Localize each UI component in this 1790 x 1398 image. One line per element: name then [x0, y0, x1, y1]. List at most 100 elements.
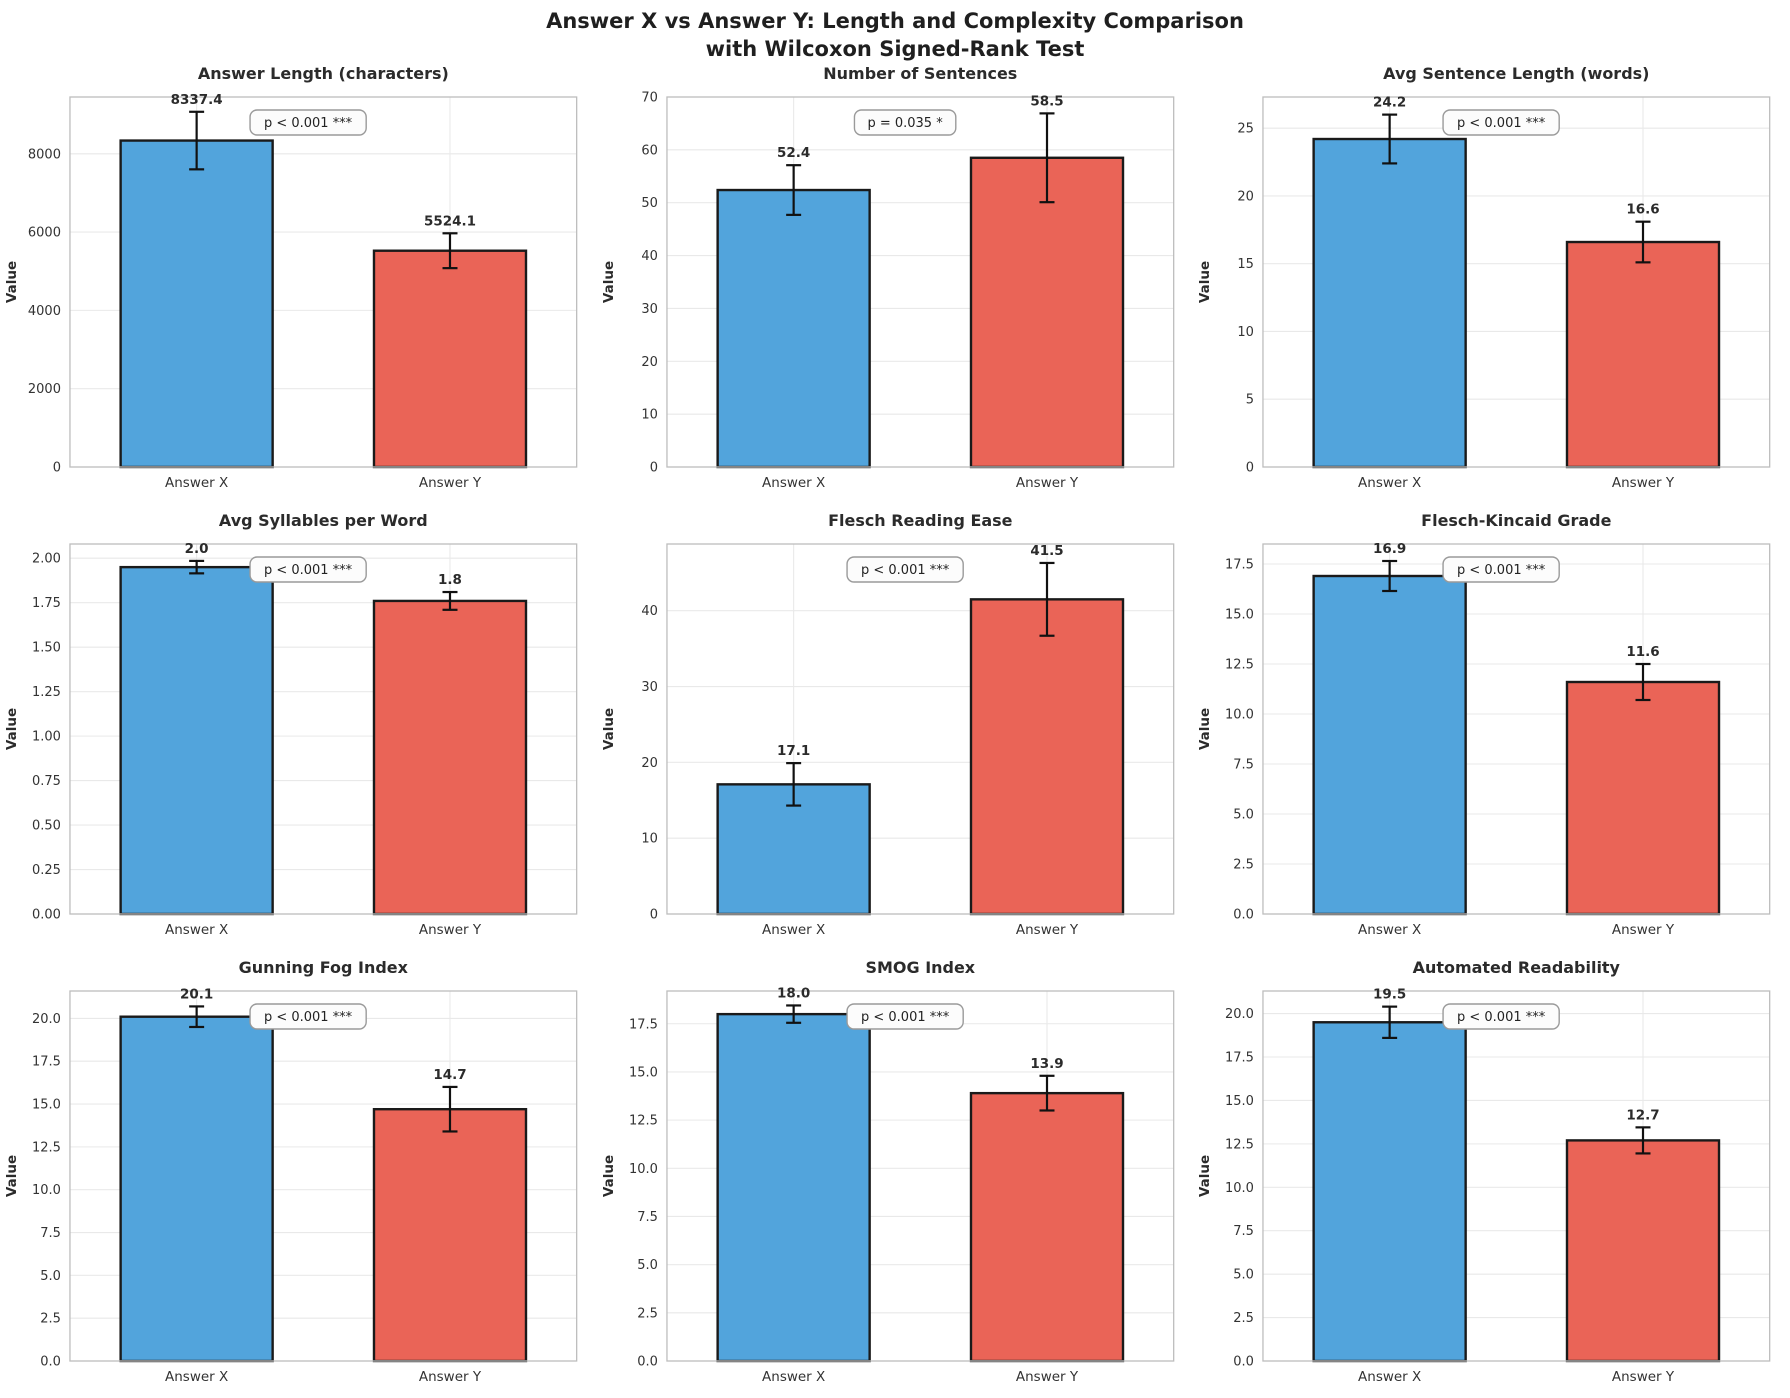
y-tick-label: 15.0: [32, 1098, 61, 1113]
y-tick-label: 20: [641, 756, 658, 771]
y-tick-label: 20: [1238, 189, 1255, 204]
y-tick-label: 0: [649, 460, 657, 475]
subplot-title: Answer Length (characters): [198, 64, 449, 83]
bar-answer-y: [1566, 680, 1721, 916]
axes-frame: [1262, 96, 1771, 468]
bar-value-label: 14.7: [433, 1067, 466, 1083]
p-value-label: p < 0.001 ***: [264, 1010, 353, 1025]
p-value-label: p < 0.001 ***: [861, 563, 950, 578]
y-tick-label: 40: [641, 249, 658, 264]
y-tick-label: 0: [53, 460, 61, 475]
subplot-title: Avg Syllables per Word: [219, 511, 428, 530]
y-tick-label: 17.5: [1225, 1051, 1254, 1066]
y-tick-label: 4000: [28, 304, 61, 319]
figure-title-line2: with Wilcoxon Signed-Rank Test: [705, 36, 1085, 61]
p-value-box: [249, 556, 367, 583]
y-axis-label: Value: [4, 708, 20, 750]
y-tick-label: 30: [641, 680, 658, 695]
chart-canvas: 2.0 1.8 0.00 0.25 0.50 0.75 1.00 1.25 1.50 1.75 2.…: [4, 511, 578, 938]
y-tick-label: 0.0: [1234, 907, 1255, 922]
y-tick-label: 2.5: [637, 1306, 658, 1321]
x-tick-label: Answer X: [762, 922, 825, 938]
bar-value-label: 13.9: [1030, 1056, 1063, 1072]
y-tick-label: 15: [1238, 257, 1255, 272]
y-tick-label: 2.5: [40, 1312, 61, 1327]
chart-canvas: 19.5 12.7 0.0 2.5 5.0 7.5 10.0 12.5 15.0 17.5 20.0…: [1197, 958, 1771, 1385]
y-tick-label: 7.5: [1234, 1224, 1255, 1239]
y-tick-label: 1.25: [32, 685, 61, 700]
x-tick-label: Answer X: [1358, 1369, 1421, 1385]
bar-value-label: 2.0: [185, 541, 209, 557]
p-value-label: p < 0.001 ***: [861, 1010, 950, 1025]
subplot-8: 18.0 13.9 0.0 2.5 5.0 7.5 10.0 12.5 15.0 17.5 Answ…: [597, 951, 1194, 1398]
subplot-6: 16.9 11.6 0.0 2.5 5.0 7.5 10.0 12.5 15.0 17.5 Answ…: [1193, 504, 1790, 951]
p-value-box: [249, 109, 367, 136]
y-tick-label: 0.50: [32, 819, 61, 834]
axes-frame: [69, 96, 578, 468]
subplot-4: 2.0 1.8 0.00 0.25 0.50 0.75 1.00 1.25 1.50 1.75 2.…: [0, 504, 597, 951]
bar-answer-y: [969, 156, 1124, 469]
y-tick-label: 50: [641, 196, 658, 211]
bar-value-label: 11.6: [1627, 644, 1660, 660]
y-tick-label: 0.0: [40, 1354, 61, 1369]
bar-value-label: 5524.1: [424, 213, 476, 229]
y-axis-label: Value: [601, 708, 617, 750]
bar-answer-y: [372, 599, 528, 916]
bar-value-label: 58.5: [1030, 93, 1063, 109]
bar-answer-x: [1312, 574, 1468, 916]
bar-value-label: 52.4: [777, 145, 810, 161]
y-tick-label: 7.5: [637, 1210, 658, 1225]
y-tick-label: 30: [641, 302, 658, 317]
chart-canvas: 52.4 58.5 0 10 20 30 40 50 60 70 Answer X Answer Y V…: [601, 64, 1174, 491]
y-tick-label: 15.0: [1225, 1094, 1254, 1109]
chart-canvas: 18.0 13.9 0.0 2.5 5.0 7.5 10.0 12.5 15.0 17.5 Answ…: [601, 958, 1174, 1385]
y-tick-label: 10: [641, 408, 658, 423]
x-tick-label: Answer X: [165, 922, 228, 938]
y-tick-label: 15.0: [629, 1065, 658, 1080]
bar-answer-y: [969, 598, 1124, 916]
y-tick-label: 8000: [28, 147, 61, 162]
x-tick-label: Answer Y: [1016, 922, 1079, 938]
x-tick-label: Answer X: [762, 475, 825, 491]
y-tick-label: 10.0: [1225, 707, 1254, 722]
y-axis-label: Value: [4, 261, 20, 303]
y-tick-label: 5.0: [40, 1269, 61, 1284]
y-tick-label: 0.25: [32, 863, 61, 878]
axes-frame: [665, 96, 1174, 468]
y-tick-label: 2.5: [1234, 857, 1255, 872]
p-value-box: [853, 109, 957, 136]
bar-value-label: 20.1: [180, 986, 213, 1002]
y-tick-label: 10.0: [32, 1183, 61, 1198]
y-tick-label: 10.0: [1225, 1181, 1254, 1196]
y-tick-label: 0.75: [32, 774, 61, 789]
subplot-grid: 8337.4 5524.1 0 2000 4000 6000 8000 Answer X Ans…: [0, 57, 1790, 1398]
subplot-title: Number of Sentences: [823, 64, 1017, 83]
y-tick-label: 0.0: [637, 1354, 658, 1369]
chart-canvas: 24.2 16.6 0 5 10 15 20 25 Answer X Answer Y Value A…: [1197, 64, 1771, 491]
bar-value-label: 19.5: [1373, 987, 1406, 1003]
bar-answer-y: [969, 1091, 1124, 1363]
bar-answer-x: [119, 1015, 274, 1363]
subplot-3: 24.2 16.6 0 5 10 15 20 25 Answer X Answer Y Value A…: [1193, 57, 1790, 504]
axes-frame: [665, 543, 1174, 915]
bar-value-label: 8337.4: [171, 92, 223, 108]
y-axis-label: Value: [1197, 708, 1213, 750]
subplot-1: 8337.4 5524.1 0 2000 4000 6000 8000 Answer X Ans…: [0, 57, 597, 504]
y-axis-label: Value: [1197, 1155, 1213, 1197]
subplot-title: SMOG Index: [865, 958, 975, 977]
y-tick-label: 2.00: [32, 552, 61, 567]
chart-canvas: 8337.4 5524.1 0 2000 4000 6000 8000 Answer X Ans…: [4, 64, 578, 491]
y-tick-label: 20: [641, 355, 658, 370]
y-tick-label: 12.5: [1225, 1137, 1254, 1152]
p-value-box: [846, 1003, 964, 1030]
y-axis-label: Value: [601, 1155, 617, 1197]
p-value-label: p < 0.001 ***: [1457, 563, 1546, 578]
chart-canvas: 20.1 14.7 0.0 2.5 5.0 7.5 10.0 12.5 15.0 17.5 20.0…: [4, 958, 578, 1385]
p-value-box: [1442, 109, 1561, 136]
bar-value-label: 41.5: [1030, 543, 1063, 559]
bar-answer-x: [716, 188, 871, 469]
figure-title-line1: Answer X vs Answer Y: Length and Complex…: [546, 9, 1244, 33]
subplot-title: Flesch Reading Ease: [828, 511, 1013, 530]
p-value-label: p < 0.001 ***: [1457, 1010, 1546, 1025]
